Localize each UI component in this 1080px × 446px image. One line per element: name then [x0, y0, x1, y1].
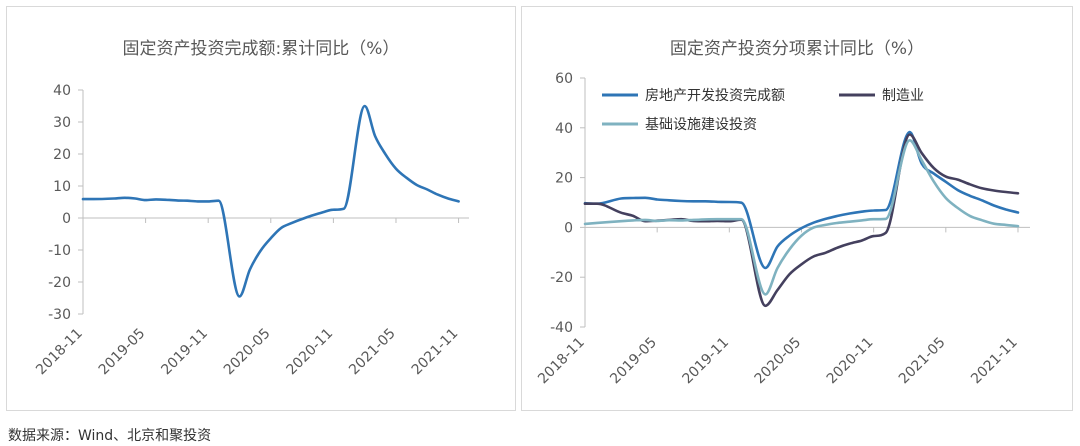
y-tick-label: 10 — [53, 179, 71, 195]
x-tick-label: 2020-11 — [824, 335, 877, 388]
x-tick-label: 2019-05 — [96, 326, 149, 379]
y-tick-label: 0 — [62, 211, 71, 227]
y-tick-label: -20 — [48, 275, 71, 291]
y-tick-label: 40 — [555, 121, 573, 137]
series-line-1-0 — [583, 130, 1020, 270]
series-line-1-2 — [583, 139, 1020, 296]
y-tick-label: 40 — [53, 83, 71, 99]
chart-panel-investment: 固定资产投资完成额:累计同比（%） 40 30 20 10 0 -10 -20 -30 2018-… — [6, 6, 516, 411]
x-tick-label: 2020-05 — [752, 335, 805, 388]
y-tick-label: -30 — [48, 307, 71, 323]
x-tick-label: 2020-05 — [221, 326, 274, 379]
legend-label: 制造业 — [882, 88, 924, 104]
chart-title: 固定资产投资完成额:累计同比（%） — [123, 39, 400, 59]
x-tick-label: 2021-05 — [896, 335, 949, 388]
x-tick-label: 2021-11 — [968, 335, 1021, 388]
y-tick-label: 20 — [53, 147, 71, 163]
chart-panel-components: 固定资产投资分项累计同比（%） 60 40 20 0 -20 -40 2018-11 2019-… — [521, 6, 1073, 411]
source-note: 数据来源：Wind、北京和聚投资 — [8, 428, 212, 444]
y-tick-label: 0 — [564, 220, 573, 236]
x-tick-label: 2018-11 — [33, 326, 86, 379]
x-tick-label: 2018-11 — [535, 335, 588, 388]
legend-label: 基础设施建设投资 — [645, 116, 757, 133]
x-tick-label: 2021-05 — [346, 326, 399, 379]
series-line-0-0 — [81, 104, 460, 298]
y-tick-label: 30 — [53, 115, 71, 131]
y-tick-label: -10 — [48, 243, 71, 259]
y-tick-label: -20 — [550, 270, 573, 286]
y-tick-label: 60 — [555, 71, 573, 87]
y-tick-label: -40 — [550, 320, 573, 336]
x-tick-label: 2021-11 — [409, 326, 462, 379]
y-tick-label: 20 — [555, 171, 573, 187]
x-tick-label: 2019-11 — [158, 326, 211, 379]
x-tick-label: 2019-05 — [607, 335, 660, 388]
chart-title: 固定资产投资分项累计同比（%） — [670, 39, 924, 59]
x-tick-label: 2019-11 — [679, 335, 732, 388]
investment-line-chart: 固定资产投资完成额:累计同比（%） 40 30 20 10 0 -10 -20 -30 2018-… — [33, 39, 469, 379]
x-tick-label: 2020-11 — [284, 326, 337, 379]
legend-label: 房地产开发投资完成额 — [645, 88, 785, 104]
